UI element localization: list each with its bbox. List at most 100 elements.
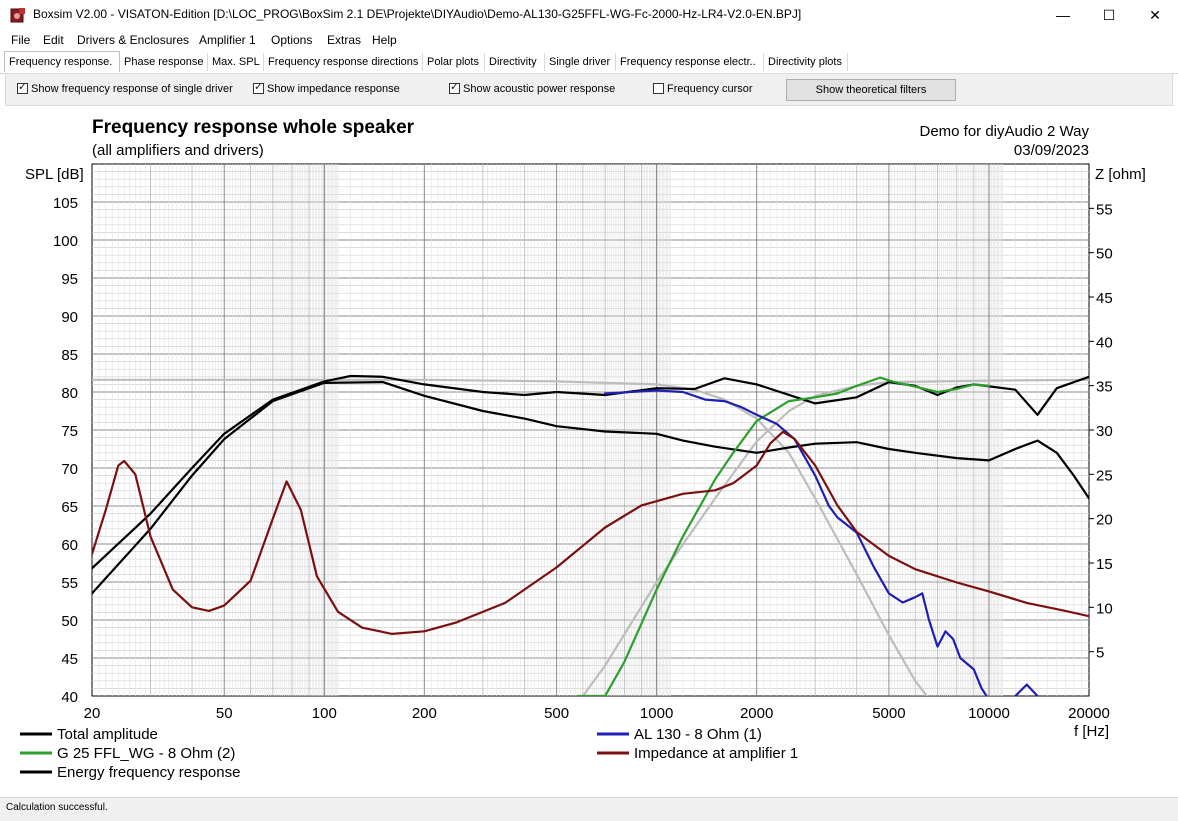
menu-edit[interactable]: Edit — [43, 33, 64, 47]
status-text: Calculation successful. — [6, 802, 108, 813]
checkbox-box[interactable]: ✓ — [449, 81, 460, 94]
checkmark-icon: ✓ — [450, 81, 460, 93]
y-tick-label: 105 — [53, 195, 78, 212]
x-tick-label: 10000 — [968, 705, 1010, 722]
project-name: Demo for diyAudio 2 Way — [919, 123, 1089, 140]
curve-al-130-8-ohm-1 — [604, 389, 988, 696]
checkbox-single-driver[interactable]: ✓ Show frequency response of single drive… — [17, 81, 233, 95]
checkbox-box[interactable]: ✓ — [253, 81, 264, 94]
y-tick-label: 55 — [61, 575, 78, 592]
checkbox-acoustic-power[interactable]: ✓ Show acoustic power response — [449, 81, 616, 95]
checkbox-label: Show acoustic power response — [463, 83, 616, 95]
chart-subtitle: (all amplifiers and drivers) — [92, 142, 264, 159]
y-tick-label: 85 — [61, 347, 78, 364]
y2-tick-label: 15 — [1096, 556, 1113, 573]
y2-tick-label: 10 — [1096, 600, 1113, 617]
menu-extras[interactable]: Extras — [327, 33, 362, 47]
checkbox-impedance[interactable]: ✓ Show impedance response — [253, 81, 400, 95]
curve-energy-frequency-response — [92, 381, 1089, 595]
checkbox-box[interactable]: ✓ — [17, 81, 28, 94]
x-axis-label: f [Hz] — [1074, 723, 1109, 740]
legend-label: Total amplitude — [57, 726, 158, 743]
chart-ticks: 40 45 50 55 60 65 70 75 80 85 90 95 100 105 5 10 15 20 25 3… — [53, 195, 1113, 722]
title-bar: Boxsim V2.00 - VISATON-Edition [D:\LOC_P… — [0, 0, 1178, 30]
y2-tick-label: 5 — [1096, 645, 1104, 662]
legend-label: Energy frequency response — [57, 764, 240, 781]
menu-file[interactable]: File — [11, 33, 31, 47]
y-tick-label: 65 — [61, 499, 78, 516]
y-tick-label: 40 — [61, 689, 78, 706]
options-bar: ✓ Show frequency response of single drive… — [5, 73, 1173, 106]
x-tick-label: 500 — [544, 705, 569, 722]
boxsim-app-icon — [10, 8, 25, 23]
y-tick-label: 80 — [61, 385, 78, 402]
menu-drivers-enclosures[interactable]: Drivers & Enclosures — [77, 33, 190, 47]
menu-help[interactable]: Help — [372, 33, 397, 47]
y-tick-label: 60 — [61, 537, 78, 554]
y2-tick-label: 30 — [1096, 423, 1113, 440]
y2-tick-label: 40 — [1096, 334, 1113, 351]
x-tick-label: 2000 — [740, 705, 773, 722]
x-tick-label: 20000 — [1068, 705, 1110, 722]
close-button[interactable]: ✕ — [1149, 7, 1161, 23]
x-tick-label: 5000 — [872, 705, 905, 722]
checkbox-label: Frequency cursor — [667, 83, 753, 95]
y2-axis-label: Z [ohm] — [1095, 166, 1146, 183]
tab-frequency-response-electr[interactable]: Frequency response electr.. — [616, 53, 764, 71]
x-tick-label: 20 — [84, 705, 101, 722]
y2-tick-label: 35 — [1096, 379, 1113, 396]
checkmark-icon: ✓ — [254, 81, 264, 93]
checkbox-label: Show frequency response of single driver — [31, 83, 233, 95]
y-tick-label: 90 — [61, 309, 78, 326]
y2-tick-label: 25 — [1096, 467, 1113, 484]
menu-options[interactable]: Options — [271, 33, 313, 47]
x-tick-label: 200 — [412, 705, 437, 722]
tab-frequency-response-directions[interactable]: Frequency response directions — [264, 53, 423, 71]
curve-g-25-ffl-wg-8-ohm-2 — [576, 376, 991, 696]
curve-acoustic-power-theoretical-gray — [92, 378, 928, 696]
chart-title: Frequency response whole speaker — [92, 117, 415, 138]
tab-directivity[interactable]: Directivity — [485, 53, 545, 71]
tab-phase-response[interactable]: Phase response — [120, 53, 208, 71]
chart-grid — [91, 163, 1090, 697]
curve-al-130-8-ohm-1-b — [1014, 683, 1039, 696]
checkbox-label: Show impedance response — [267, 83, 400, 95]
y-tick-label: 100 — [53, 233, 78, 250]
chart-curves — [92, 374, 1089, 696]
project-date: 03/09/2023 — [1014, 142, 1089, 159]
checkmark-icon: ✓ — [18, 81, 28, 93]
checkbox-frequency-cursor[interactable]: Frequency cursor — [653, 83, 753, 95]
x-tick-label: 50 — [216, 705, 233, 722]
tab-polar-plots[interactable]: Polar plots — [423, 53, 485, 71]
tab-max-spl[interactable]: Max. SPL — [208, 53, 264, 71]
y-axis-label: SPL [dB] — [25, 166, 84, 183]
tab-directivity-plots[interactable]: Directivity plots — [764, 53, 848, 71]
window-title: Boxsim V2.00 - VISATON-Edition [D:\LOC_P… — [33, 7, 802, 21]
chart-legend: Total amplitude G 25 FFL_WG - 8 Ohm (2) En… — [20, 726, 798, 781]
status-bar: Calculation successful. — [0, 797, 1178, 821]
maximize-button[interactable]: ☐ — [1102, 7, 1116, 23]
legend-label: AL 130 - 8 Ohm (1) — [634, 726, 762, 743]
y-tick-label: 50 — [61, 613, 78, 630]
tab-strip: Frequency response. Phase response Max. … — [0, 51, 1178, 74]
y2-tick-label: 45 — [1096, 290, 1113, 307]
chart-area: Frequency response whole speaker (all am… — [5, 106, 1173, 796]
y2-tick-label: 20 — [1096, 512, 1113, 529]
y-tick-label: 45 — [61, 651, 78, 668]
show-theoretical-filters-button[interactable]: Show theoretical filters — [786, 79, 956, 101]
y2-tick-label: 50 — [1096, 246, 1113, 263]
curve-acoustic-power-tweeter-theoretical-gray — [581, 378, 1089, 696]
checkbox-box[interactable] — [653, 83, 664, 94]
tab-frequency-response[interactable]: Frequency response. — [4, 51, 120, 72]
y2-tick-label: 55 — [1096, 201, 1113, 218]
legend-label: G 25 FFL_WG - 8 Ohm (2) — [57, 745, 235, 762]
menu-bar: File Edit Drivers & Enclosures Amplifier… — [0, 30, 1178, 50]
tab-single-driver[interactable]: Single driver — [545, 53, 616, 71]
y-tick-label: 75 — [61, 423, 78, 440]
y-tick-label: 95 — [61, 271, 78, 288]
frequency-response-chart: Frequency response whole speaker (all am… — [20, 117, 1146, 781]
menu-amplifier-1[interactable]: Amplifier 1 — [199, 33, 256, 47]
minimize-button[interactable]: — — [1056, 7, 1070, 23]
x-tick-label: 1000 — [640, 705, 673, 722]
x-tick-label: 100 — [312, 705, 337, 722]
